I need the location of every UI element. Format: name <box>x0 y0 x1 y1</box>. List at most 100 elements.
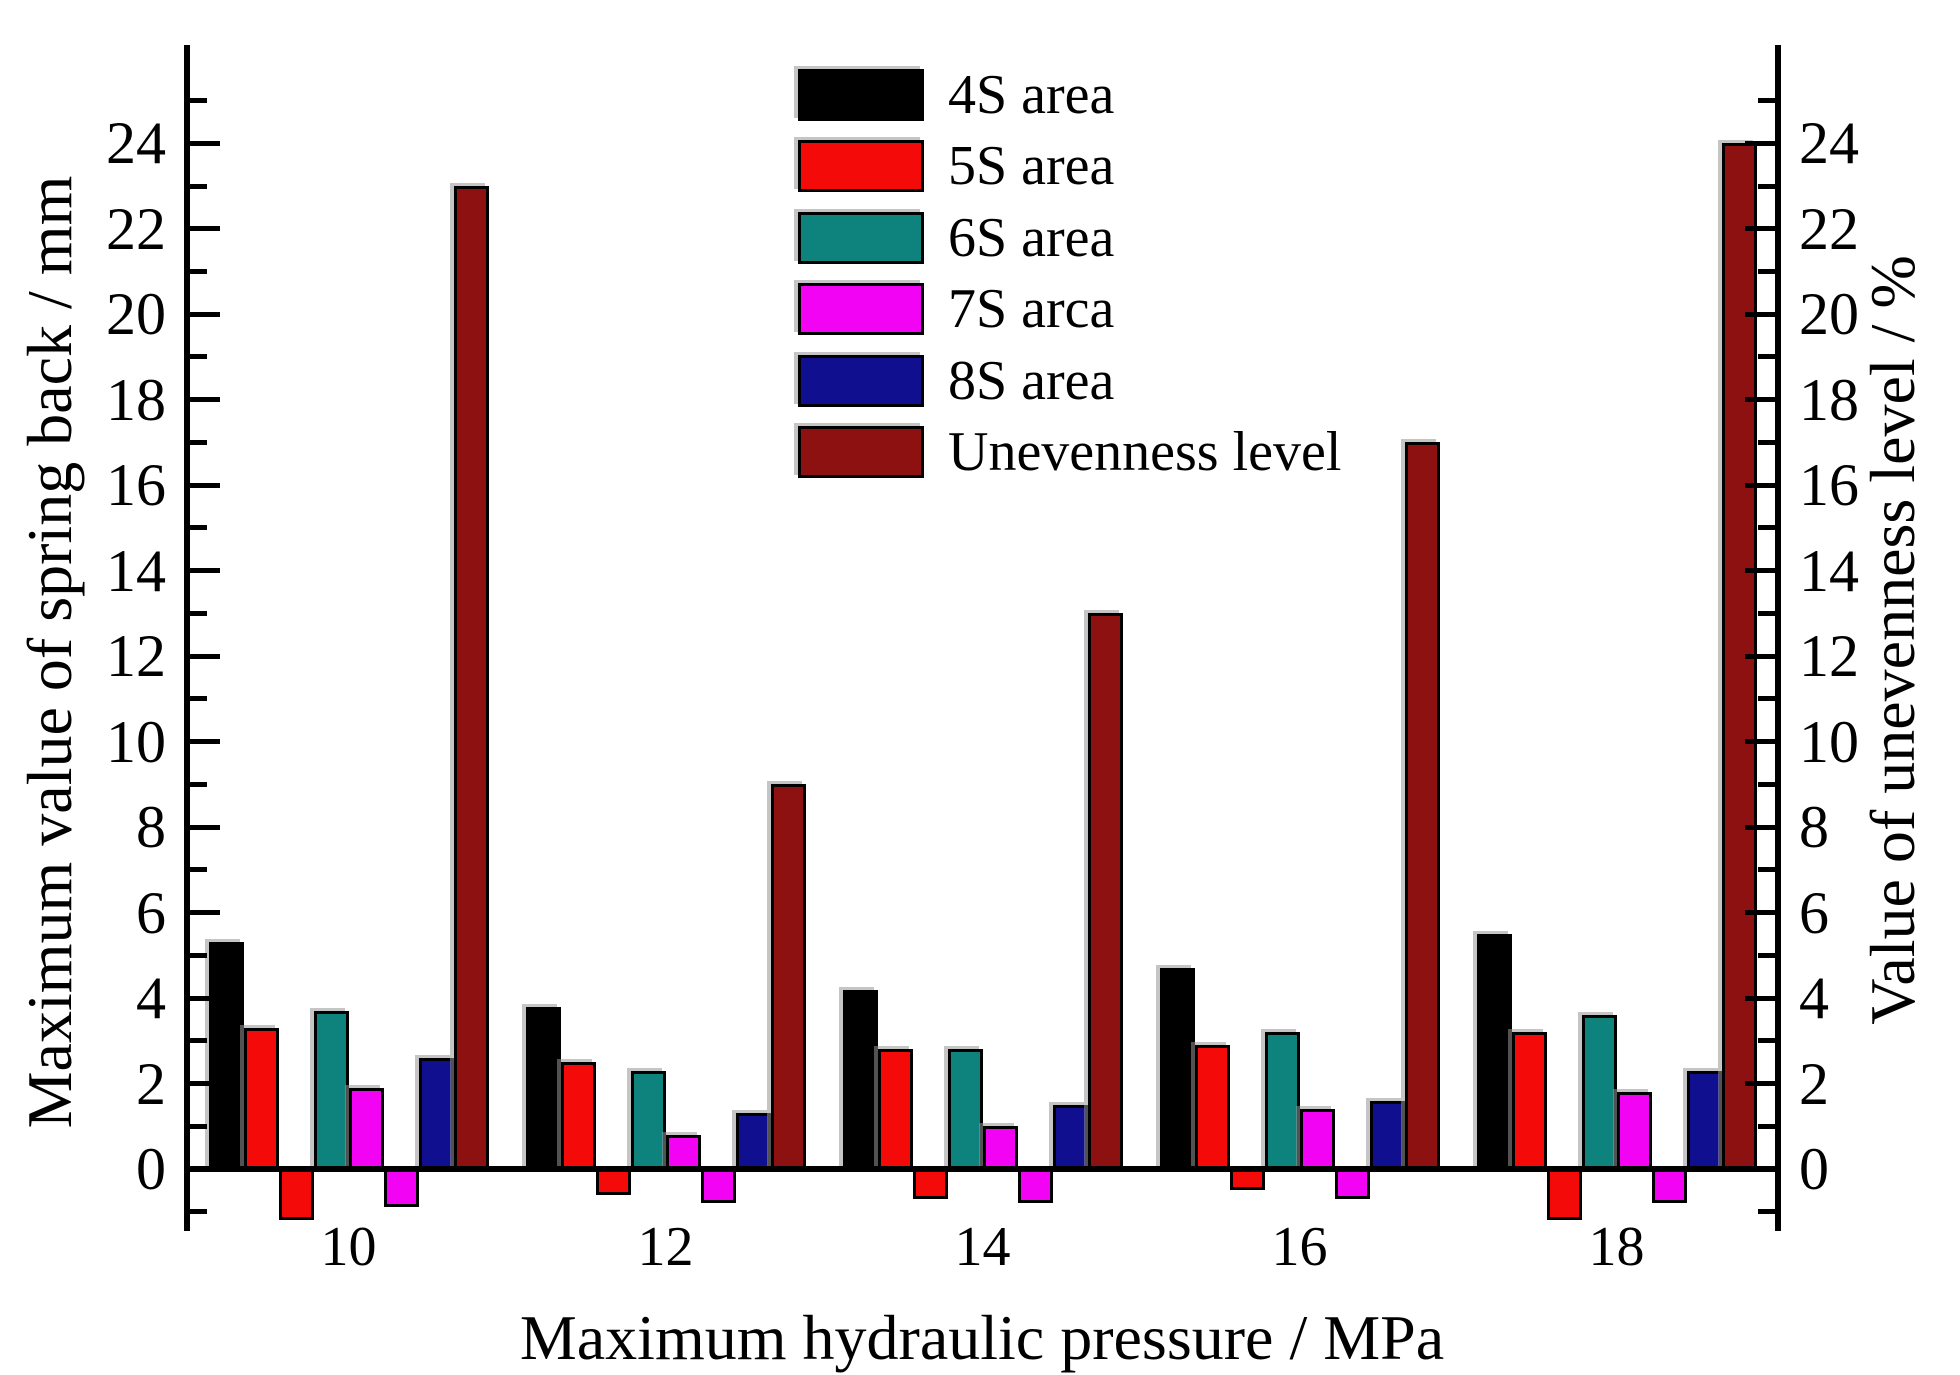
tick-right-5 <box>1758 952 1775 958</box>
category-label-18: 18 <box>1588 1216 1645 1278</box>
bar-5s-area-neg-18 <box>1546 1169 1582 1221</box>
tick-right-3 <box>1758 1038 1775 1044</box>
bar-7s-arca-14 <box>982 1126 1018 1169</box>
legend-item-7s-arca: 7S arca <box>798 278 1115 341</box>
tick-right-23 <box>1758 183 1775 189</box>
tick-left-19 <box>190 354 207 360</box>
legend-label-8s-area: 8S area <box>948 349 1115 412</box>
bar-unevenness-level-10 <box>453 186 489 1169</box>
tick-label-right-10: 10 <box>1799 708 1859 775</box>
bar-7s-arca-neg-16 <box>1334 1169 1370 1199</box>
tick-left-6 <box>190 910 220 916</box>
bar-7s-arca-10 <box>348 1087 384 1169</box>
tick-label-right-0: 0 <box>1799 1136 1829 1202</box>
tick-left-22 <box>190 226 220 232</box>
legend-item-5s-area: 5S area <box>798 138 1114 194</box>
legend-swatch-4s-area <box>798 69 924 121</box>
legend-label-unevenness-level: Unevenness level <box>948 421 1342 483</box>
tick-left-10 <box>190 739 220 745</box>
bar-7s-arca-neg-10 <box>383 1169 419 1208</box>
tick-right-21 <box>1758 269 1775 274</box>
tick-right-10 <box>1745 739 1775 745</box>
tick-label-left-10: 10 <box>106 708 166 775</box>
tick-label-right-12: 12 <box>1799 623 1859 690</box>
tick-label-left-22: 22 <box>106 195 166 262</box>
legend-swatch-6s-area <box>798 211 924 264</box>
tick-left-14 <box>190 568 220 574</box>
bar-5s-area-16 <box>1194 1045 1230 1169</box>
x-axis-title: Maximum hydraulic pressure / MPa <box>519 1302 1445 1373</box>
bar-4s-area-12 <box>525 1006 561 1169</box>
bar-7s-arca-neg-12 <box>700 1169 736 1204</box>
tick-right-19 <box>1758 354 1775 360</box>
bar-6s-area-10 <box>313 1010 349 1169</box>
tick-left-20 <box>190 311 220 317</box>
tick-right-13 <box>1758 610 1775 616</box>
bar-unevenness-level-12 <box>770 784 806 1169</box>
bar-6s-area-12 <box>630 1070 666 1169</box>
tick-label-left-14: 14 <box>106 537 166 604</box>
legend-label-4s-area: 4S area <box>948 64 1115 126</box>
tick-left-1 <box>190 1123 207 1129</box>
tick-left-25 <box>190 98 207 104</box>
legend-label-7s-arca: 7S arca <box>948 278 1115 341</box>
tick-left-13 <box>190 610 207 616</box>
legend-swatch-7s-arca <box>798 283 924 336</box>
legend-item-6s-area: 6S area <box>798 206 1115 269</box>
tick-left-24 <box>190 140 220 146</box>
tick-left-16 <box>190 482 220 488</box>
tick-left-0 <box>190 1166 220 1172</box>
bar-8s-area-12 <box>735 1113 771 1169</box>
tick-label-left-6: 6 <box>136 879 166 946</box>
tick-label-right-4: 4 <box>1799 965 1829 1032</box>
tick-left-9 <box>190 781 207 787</box>
tick-left-5 <box>190 952 207 958</box>
bar-5s-area-18 <box>1511 1032 1547 1169</box>
tick-left-18 <box>190 397 220 403</box>
bar-5s-area-neg-10 <box>278 1169 314 1221</box>
bar-5s-area-neg-12 <box>595 1169 631 1195</box>
tick-right-1 <box>1758 1123 1775 1129</box>
tick-right-24 <box>1745 140 1775 146</box>
legend-label-6s-area: 6S area <box>948 206 1115 269</box>
bar-5s-area-neg-14 <box>912 1169 948 1199</box>
category-label-12: 12 <box>637 1216 694 1278</box>
tick-label-left-12: 12 <box>106 623 166 690</box>
tick-label-right-20: 20 <box>1799 281 1859 348</box>
tick-label-left-4: 4 <box>136 965 166 1032</box>
bar-7s-arca-16 <box>1299 1109 1335 1169</box>
tick-left-7 <box>190 867 207 873</box>
bar-8s-area-10 <box>418 1057 454 1169</box>
tick-right-20 <box>1745 311 1775 317</box>
tick-left-3 <box>190 1038 207 1044</box>
y-axis-title-right: Value of unevenness level / % <box>1857 255 1928 1025</box>
bar-unevenness-level-14 <box>1087 613 1123 1169</box>
legend-item-unevenness-level: Unevenness level <box>798 421 1342 483</box>
tick-right-4 <box>1745 995 1775 1001</box>
tick-left--1 <box>190 1209 207 1215</box>
tick-label-left-20: 20 <box>106 281 166 348</box>
tick-left-21 <box>190 269 207 274</box>
tick-right-14 <box>1745 568 1775 574</box>
legend-swatch-8s-area <box>798 354 924 407</box>
tick-right-11 <box>1758 696 1775 702</box>
tick-label-left-18: 18 <box>106 366 166 433</box>
tick-right-17 <box>1758 439 1775 445</box>
tick-right-7 <box>1758 867 1775 873</box>
category-label-14: 14 <box>954 1216 1011 1278</box>
bar-4s-area-16 <box>1159 968 1195 1169</box>
tick-label-right-6: 6 <box>1799 879 1829 946</box>
tick-right-12 <box>1745 653 1775 659</box>
legend-item-8s-area: 8S area <box>798 349 1115 412</box>
legend-swatch-5s-area <box>798 140 924 193</box>
tick-left-23 <box>190 183 207 189</box>
tick-left-11 <box>190 696 207 702</box>
tick-label-right-18: 18 <box>1799 366 1859 433</box>
tick-right-8 <box>1745 824 1775 830</box>
tick-label-left-24: 24 <box>106 110 166 177</box>
tick-left-2 <box>190 1081 220 1087</box>
bar-8s-area-18 <box>1686 1070 1722 1169</box>
bar-6s-area-18 <box>1581 1015 1617 1169</box>
tick-label-right-24: 24 <box>1799 110 1859 177</box>
